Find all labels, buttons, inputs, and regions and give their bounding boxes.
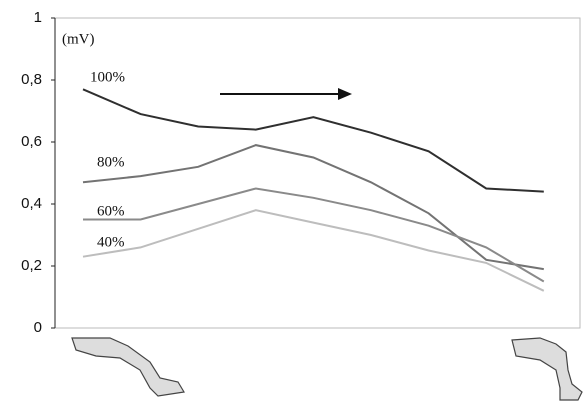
direction-arrow (220, 88, 352, 100)
leg-icon-start (72, 338, 184, 396)
leg-icon-end (512, 338, 582, 400)
series-label: 80% (97, 154, 125, 170)
series-label: 100% (90, 69, 125, 85)
y-tick-label: 0 (34, 319, 42, 336)
y-tick-label: 0,2 (21, 257, 42, 274)
plot-frame (55, 18, 580, 328)
y-tick-label: 1 (34, 9, 42, 26)
y-axis-label: (mV) (62, 31, 95, 47)
y-tick-label: 0,8 (21, 71, 42, 88)
page: {"chart_data": {"type": "line", "y_label… (0, 0, 583, 405)
chart: (mV) 0 0,2 0,4 0,6 0,8 1 100% 80% 60% 40% (0, 0, 583, 405)
series-line (83, 189, 544, 282)
series-label: 40% (97, 234, 125, 250)
series-line (83, 145, 544, 269)
series-line (83, 89, 544, 191)
series-label: 60% (97, 203, 125, 219)
y-tick-label: 0,4 (21, 195, 42, 212)
y-tick-label: 0,6 (21, 133, 42, 150)
